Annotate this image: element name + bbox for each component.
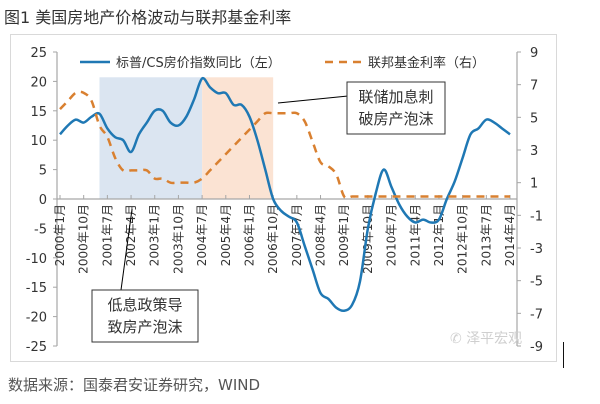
x-tick-label: 2003年1月 xyxy=(148,204,162,266)
shaded-region-rate-hike-period xyxy=(202,77,274,199)
annotation-text-rate-hike: 联储加息刺 xyxy=(358,88,433,106)
x-tick-label: 2002年4月 xyxy=(124,204,138,266)
x-tick-label: 2000年10月 xyxy=(77,204,91,274)
annotation-box-low-rate xyxy=(91,289,199,343)
left-tick-label: 0 xyxy=(39,193,47,208)
right-tick-label: -5 xyxy=(530,275,543,290)
wechat-icon: ✆ xyxy=(450,331,467,347)
house-price-yoy-line xyxy=(59,76,511,313)
right-tick-label: 5 xyxy=(530,111,538,126)
x-tick-label: 2012年1月 xyxy=(432,204,446,266)
left-tick-label: -10 xyxy=(26,252,47,267)
left-tick-label: -15 xyxy=(26,281,47,296)
x-tick-label: 2005年4月 xyxy=(219,204,233,266)
x-tick-label: 2006年10月 xyxy=(266,204,280,274)
left-tick-label: 15 xyxy=(30,105,47,120)
right-tick-label: -3 xyxy=(530,242,543,257)
right-tick-label: 3 xyxy=(530,144,538,159)
fed-funds-rate-line xyxy=(59,90,510,200)
watermark-text: 泽平宏观 xyxy=(466,331,523,347)
right-tick-label: 1 xyxy=(530,177,538,192)
left-tick-label: -25 xyxy=(26,340,47,355)
right-tick-label: -9 xyxy=(530,340,543,355)
x-tick-label: 2006年1月 xyxy=(242,204,256,266)
watermark: ✆ 泽平宏观 xyxy=(450,328,522,348)
left-tick-label: -20 xyxy=(26,311,47,326)
x-tick-label: 2012年10月 xyxy=(456,204,470,274)
annotation-leader-line xyxy=(277,95,349,104)
left-tick-label: 20 xyxy=(30,75,47,90)
right-tick-label: 7 xyxy=(530,79,538,94)
x-tick-label: 2010年7月 xyxy=(385,204,399,266)
data-source: 数据来源：国泰君安证券研究，WIND xyxy=(8,376,261,394)
annotation-box-rate-hike xyxy=(346,81,446,135)
x-tick-label: 2009年1月 xyxy=(337,204,351,266)
legend-label-fed-funds: 联邦基金利率（右） xyxy=(368,55,485,71)
annotation-leader-line xyxy=(120,208,133,291)
right-tick-label: 9 xyxy=(530,46,538,61)
x-tick-label: 2013年7月 xyxy=(479,204,493,266)
left-tick-label: -5 xyxy=(34,222,47,237)
x-tick-label: 2001年7月 xyxy=(100,204,114,266)
legend-label-house-price: 标普/CS房价指数同比（左） xyxy=(116,55,281,71)
left-tick-label: 10 xyxy=(30,134,47,149)
figure-title: 图1 美国房地产价格波动与联邦基金利率 xyxy=(4,8,292,27)
x-tick-label: 2003年10月 xyxy=(171,204,185,274)
left-tick-label: 25 xyxy=(30,46,47,61)
right-tick-label: -1 xyxy=(530,209,543,224)
text-cursor xyxy=(563,342,564,368)
x-tick-label: 2014年4月 xyxy=(503,204,517,266)
annotation-text-low-rate: 低息政策导 xyxy=(107,296,182,314)
x-tick-label: 2011年4月 xyxy=(408,204,422,266)
left-tick-label: 5 xyxy=(39,164,47,179)
right-tick-label: -7 xyxy=(530,307,543,322)
x-tick-label: 2008年4月 xyxy=(314,204,328,266)
annotation-text-rate-hike: 破房产泡沫 xyxy=(358,110,433,128)
x-tick-label: 2004年7月 xyxy=(195,204,209,266)
x-tick-label: 2000年1月 xyxy=(53,204,67,266)
annotation-text-low-rate: 致房产泡沫 xyxy=(107,318,182,336)
